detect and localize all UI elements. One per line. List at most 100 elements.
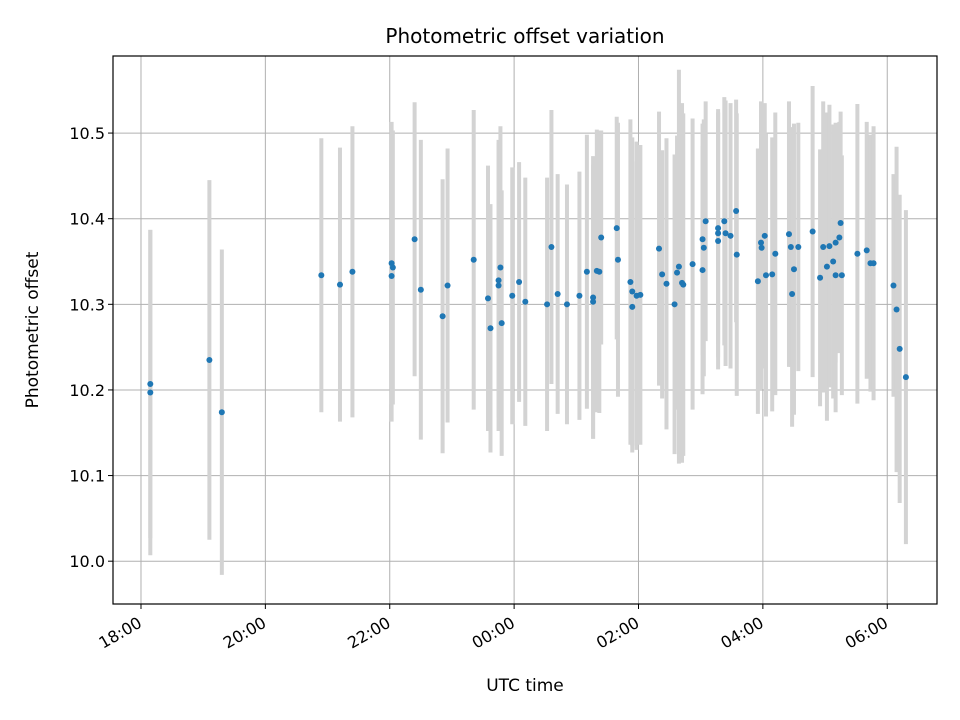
data-point: [627, 279, 634, 286]
data-point: [722, 230, 729, 237]
y-axis: 10.0 10.1 10.2 10.3 10.4 10.5: [69, 124, 113, 571]
x-axis-title: UTC time: [486, 676, 564, 696]
data-point: [576, 292, 583, 299]
data-point: [702, 218, 709, 225]
data-point: [699, 267, 706, 274]
data-point: [715, 225, 722, 232]
data-points: [147, 207, 909, 416]
data-point: [772, 250, 779, 257]
data-point: [663, 280, 670, 287]
data-point: [758, 239, 765, 246]
data-point: [715, 237, 722, 244]
data-point: [721, 218, 728, 225]
data-point: [902, 374, 909, 381]
data-point: [659, 271, 666, 278]
data-point: [761, 232, 768, 239]
data-point: [715, 230, 722, 237]
data-point: [754, 278, 761, 285]
y-axis-title: Photometric offset: [23, 251, 43, 408]
data-point: [206, 356, 213, 363]
data-point: [389, 264, 396, 271]
data-point: [629, 288, 636, 295]
data-point: [832, 239, 839, 246]
data-point: [830, 258, 837, 265]
data-point: [838, 272, 845, 279]
data-point: [820, 243, 827, 250]
data-point: [349, 268, 356, 275]
data-point: [762, 272, 769, 279]
data-point: [596, 268, 603, 275]
data-point: [444, 282, 451, 289]
data-point: [837, 219, 844, 226]
data-point: [836, 234, 843, 241]
data-point: [522, 298, 529, 305]
data-point: [785, 231, 792, 238]
y-tick-label: 10.1: [69, 467, 105, 486]
data-point: [826, 243, 833, 250]
data-point: [495, 282, 502, 289]
data-point: [614, 256, 621, 263]
data-point: [613, 225, 620, 232]
data-point: [218, 409, 225, 416]
data-point: [700, 244, 707, 251]
data-point: [411, 236, 418, 243]
data-point: [671, 301, 678, 308]
data-point: [147, 389, 154, 396]
data-point: [817, 274, 824, 281]
data-point: [583, 268, 590, 275]
data-point: [637, 291, 644, 298]
data-point: [487, 325, 494, 332]
y-tick-label: 10.2: [69, 381, 105, 400]
data-point: [336, 281, 343, 288]
data-point: [656, 245, 663, 252]
y-tick-label: 10.4: [69, 210, 105, 229]
data-point: [439, 313, 446, 320]
data-point: [795, 243, 802, 250]
data-point: [495, 277, 502, 284]
chart-title: Photometric offset variation: [385, 24, 664, 48]
data-point: [689, 261, 696, 268]
data-point: [896, 345, 903, 352]
y-tick-label: 10.0: [69, 552, 105, 571]
data-point: [674, 269, 681, 276]
data-point: [598, 234, 605, 241]
data-point: [863, 247, 870, 254]
data-point: [893, 306, 900, 313]
data-point: [484, 295, 491, 302]
data-point: [554, 291, 561, 298]
data-point: [509, 292, 516, 299]
data-point: [675, 263, 682, 270]
data-point: [147, 380, 154, 387]
data-point: [733, 207, 740, 214]
data-point: [516, 279, 523, 286]
data-point: [809, 228, 816, 235]
data-point: [680, 281, 687, 288]
data-point: [733, 251, 740, 258]
data-point: [590, 294, 597, 301]
data-point: [417, 286, 424, 293]
data-point: [548, 243, 555, 250]
data-point: [727, 232, 734, 239]
data-point: [563, 301, 570, 308]
data-point: [699, 236, 706, 243]
data-point: [870, 260, 877, 267]
data-point: [823, 263, 830, 270]
data-point: [790, 266, 797, 273]
data-point: [544, 301, 551, 308]
data-point: [318, 272, 325, 279]
data-point: [498, 320, 505, 327]
y-tick-label: 10.3: [69, 295, 105, 314]
data-point: [470, 256, 477, 263]
y-tick-label: 10.5: [69, 124, 105, 143]
data-point: [388, 273, 395, 280]
data-point: [787, 243, 794, 250]
data-point: [497, 264, 504, 271]
data-point: [769, 271, 776, 278]
data-point: [832, 272, 839, 279]
data-point: [590, 298, 597, 305]
data-point: [789, 291, 796, 298]
data-point: [890, 282, 897, 289]
data-point: [854, 250, 861, 257]
